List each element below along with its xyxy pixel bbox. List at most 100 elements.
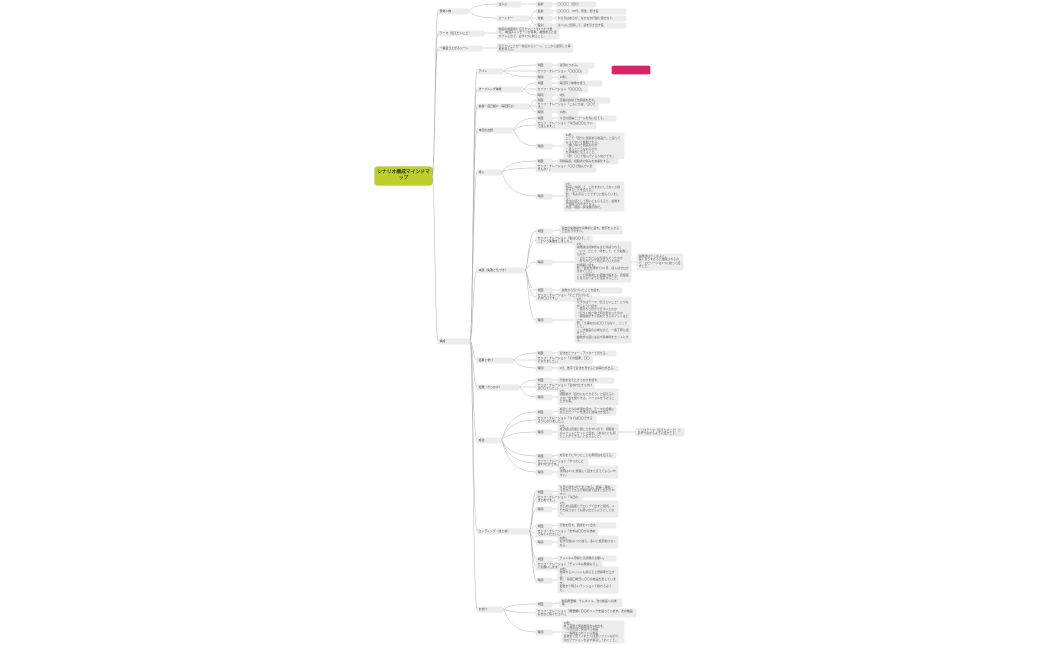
mindmap-node-s9an[interactable]: 成功した今の状態を話す。テーマの証拠になるエピソードを選ぶと説得力が出る。 [558,406,616,416]
mindmap-node-s9cn[interactable]: 2分。 成功話は自慢に聞こえやすいので、視聴者のメリットとセットで話す。「あなた… [558,424,618,440]
mindmap-node-s4an[interactable]: 今日の結論とゴールを先に伝える。 [558,115,616,121]
mindmap-node-s3b[interactable]: セリフ・ナレーション「こんにちは、〇〇です。」 [536,101,598,111]
mindmap-node-c1an[interactable]: 〇〇〇〇（自分） [556,1,596,7]
mindmap-node-s3c[interactable]: 時間 [536,109,552,115]
mindmap-node-c2c[interactable]: 役割 [536,22,552,28]
mindmap-node-b1[interactable]: 登場人物 [438,8,468,14]
mindmap-node-s9a[interactable]: 場面 [536,409,552,415]
mindmap-node-s10[interactable]: エンディング（まとめ） [477,528,529,534]
mindmap-node-s1an[interactable]: 冒頭のつかみ。 [558,62,594,68]
mindmap-node-c2b[interactable]: 性格 [536,15,552,21]
mindmap-node-s3an[interactable]: 定番の挨拶で信頼感を出す。 [558,97,610,103]
mindmap-node-s4b[interactable]: セリフ・ナレーション「今日は〇〇について話します。」 [536,120,596,130]
highlight-node[interactable] [612,66,650,74]
mindmap-node-s5a[interactable]: 場面 [536,158,552,164]
mindmap-node-s11a[interactable]: 場面 [536,601,552,607]
mindmap-node-s10an[interactable]: 今日の話を3行でまとめる。結論→理由→今日からできる行動の順で話すと伝わりやすい… [558,485,616,498]
mindmap-node-s6f[interactable]: 時間 [536,317,552,323]
mindmap-node-s7an[interactable]: 変化をビフォー→アフターで見せる。 [558,350,616,356]
mindmap-node-s8c[interactable]: 時間 [536,394,552,400]
mindmap-node-c1a[interactable]: 名前 [536,1,552,7]
mindmap-node-s9dn[interactable]: 成功までにやったことの再現性を伝える。 [558,452,616,458]
mindmap-node-s10dn[interactable]: 行動を促す。宿題を1つ出す。 [558,522,616,528]
mindmap-node-c2a[interactable]: 名前 [536,8,552,14]
mindmap-node-s6b[interactable]: セリフ・ナレーション「私は〇〇で、△△という失敗をしました。」 [536,235,592,245]
mindmap-node-s4a[interactable]: 場面 [536,115,552,121]
mindmap-node-s3cn[interactable]: 10秒。 [558,109,578,115]
mindmap-node-s9c[interactable]: 時間 [536,429,552,435]
mindmap-node-c2[interactable]: パートナー [497,15,529,21]
mindmap-node-s6fn[interactable]: 3分。 気づきはテーマ（伝えたいこと）につながるように話す。 ・何がきっかけで気… [575,297,631,344]
mindmap-node-s1c[interactable]: 時間 [536,74,552,80]
mindmap-node-s9e[interactable]: セリフ・ナレーション「やったことは3つだけです。」 [536,458,588,468]
mindmap-node-s11c[interactable]: 時間 [536,629,552,635]
mindmap-node-s5b[interactable]: セリフ・ナレーション「〇〇で悩んでいませんか？」 [536,163,596,173]
mindmap-node-s1[interactable]: アバン [477,68,503,74]
mindmap-node-b3[interactable]: 一番盛り上がるシーン [438,45,482,51]
mindmap-node-s1cn[interactable]: 15秒。 [558,74,578,80]
mindmap-node-s2a[interactable]: 場面 [536,80,552,86]
mindmap-node-s6[interactable]: 本題（失敗と気づき） [477,267,525,273]
mindmap-node-s11an[interactable]: 動画概要欄、サムネイル、次の動画への誘導。 [560,598,622,608]
mindmap-node-s5cn[interactable]: 1分。 悩みに共感して、このままにしておくと損をすることを伝える。 例：「私も同… [564,181,624,211]
mindmap-node-s7a[interactable]: 場面 [536,350,552,356]
mindmap-node-s11cn[interactable]: 15秒。 終了画面で関連動画を2本出す。 ・今日の話と関連する動画 ・一番再生さ… [562,620,624,644]
mindmap-node-s6an[interactable]: 過去の失敗談を具体的に話す。数字を入れると伝わりやすい。 [560,225,622,235]
mindmap-node-s5an[interactable]: 問題提起。視聴者の悩みを言語化する。 [558,158,618,164]
mindmap-node-s10a[interactable]: 場面 [536,489,552,495]
mindmap-node-s4[interactable]: 本日のお題 [477,127,513,133]
mindmap-node-s2c[interactable]: 時間 [536,92,552,98]
mindmap-node-s10g[interactable]: 場面 [536,556,552,562]
root-node[interactable]: シナリオ構成マインドマップ [375,167,432,186]
mindmap-node-s11b[interactable]: セリフ・ナレーション「概要欄に〇〇のリンクを貼っています。次の動画もぜひご覧くだ… [536,608,636,618]
mindmap-node-s8a[interactable]: 場面 [536,377,552,383]
mindmap-node-s9f[interactable]: 時間 [536,469,552,475]
mindmap-node-s2[interactable]: オープニング映像 [477,86,523,92]
mindmap-node-b2n[interactable]: 動画の視聴者に伝えたいことを1つだけ書く。1動画1メッセージが基本。複数あると話… [497,27,559,40]
mindmap-node-s7c[interactable]: 時間 [536,365,552,371]
mindmap-node-s10fn[interactable]: 30秒。 促す行動は1つに絞る。多いと結局動けなくなる。 [558,536,618,549]
mindmap-node-c2bn[interactable]: やる気はあるが、なかなか行動に移せない [556,15,626,21]
mindmap-node-s10c[interactable]: 時間 [536,506,552,512]
mindmap-node-s9d[interactable]: 場面 [536,453,552,459]
mindmap-node-s6c[interactable]: 時間 [536,259,552,265]
mindmap-node-s9[interactable]: 成功 [477,437,501,443]
mindmap-node-s5[interactable]: 導入 [477,169,501,175]
mindmap-node-s4c[interactable]: 時間 [536,143,552,149]
mindmap-node-s10h[interactable]: セリフ・ナレーション「チャンネル登録よろしくお願いします。」 [536,561,602,571]
mindmap-node-s6cn[interactable]: 3分。 失敗談は具体的なほど共感される。 ・いつ、どこで、何をして、どう失敗した… [575,242,631,282]
mindmap-node-s5c[interactable]: 時間 [536,193,552,199]
mindmap-node-s1b[interactable]: セリフ・ナレーション「〇〇〇〇」 [536,68,588,74]
mindmap-node-s7cn[interactable]: 1分。数字で変化を見せると説得力が出る。 [558,365,618,371]
mindmap-node-cmt2[interactable]: ここはテーマ（伝えたいこと）と必ずつながるように話すこと。 [636,427,684,437]
mindmap-node-c2an[interactable]: 〇〇〇〇、30代、男性、聞き役 [556,8,626,14]
mindmap-node-s10gn[interactable]: チャンネル登録と高評価のお願い。 [558,555,616,561]
mindmap-node-s3[interactable]: 挨拶・自己紹介（毎回同じ） [477,103,529,109]
mindmap-node-c1[interactable]: 主人公 [497,1,521,7]
mindmap-node-s9b[interactable]: セリフ・ナレーション「今では〇〇できるようになりました。」 [536,415,596,425]
mindmap-node-s2an[interactable]: 毎回同じ映像を使う。 [558,80,602,86]
mindmap-node-b2[interactable]: テーマ（伝えたいこと） [438,30,484,36]
mindmap-node-s8cn[interactable]: 1分。 視聴者が「自分にもできそう」と思える小さな一歩を紹介する。ハードルを下げ… [558,389,618,405]
mindmap-node-b3n[interactable]: 伝えたいことが一番伝わるシーン。ここから逆算して構成を考える。 [497,43,573,53]
mindmap-node-cmt1[interactable]: 失敗談はテンポよく。 長くなりすぎると離脱されるので、エピソードは1つに絞って話… [637,254,683,270]
mindmap-node-s10i[interactable]: 時間 [536,577,552,583]
mindmap-node-s10d[interactable]: 場面 [536,523,552,529]
mindmap-node-s8[interactable]: 転機（きっかけ） [477,384,519,390]
mindmap-node-s6a[interactable]: 場面 [536,228,552,234]
mindmap-node-s6d[interactable]: 場面 [536,287,552,293]
mindmap-node-b4[interactable]: 構成 [438,338,470,344]
mindmap-node-s6e[interactable]: セリフ・ナレーション「そこで気づいたのが〇〇です。」 [536,292,592,302]
mindmap-node-s9fn[interactable]: 2分。 手順は3つに整理して話すと覚えてもらいやすい。 [558,466,618,479]
mindmap-node-c2cn[interactable]: 主人公に質問して、話を引き出す役 [556,22,626,28]
mindmap-node-s10b[interactable]: セリフ・ナレーション「今日のまとめです。」 [536,494,582,504]
mindmap-node-s1a[interactable]: 場面 [536,62,552,68]
mindmap-node-s10f[interactable]: 時間 [536,539,552,545]
mindmap-node-s8an[interactable]: 行動を変えたきっかけを話す。 [558,377,614,383]
mindmap-node-s4cn[interactable]: 30秒。 ここで「自分に関係ある動画だ」と思ってもらえないと離脱される。 ・誰に… [564,133,624,159]
mindmap-node-s8b[interactable]: セリフ・ナレーション「変われたきっかけは〇〇でした。」 [536,382,594,392]
mindmap-node-s2cn[interactable]: 5秒。 [558,92,578,98]
mindmap-node-s11[interactable]: おまけ [477,606,503,612]
mindmap-node-s7[interactable]: 結果と学び [477,357,513,363]
mindmap-node-s2b[interactable]: セリフ・ナレーション「〇〇〇〇」 [536,86,588,92]
